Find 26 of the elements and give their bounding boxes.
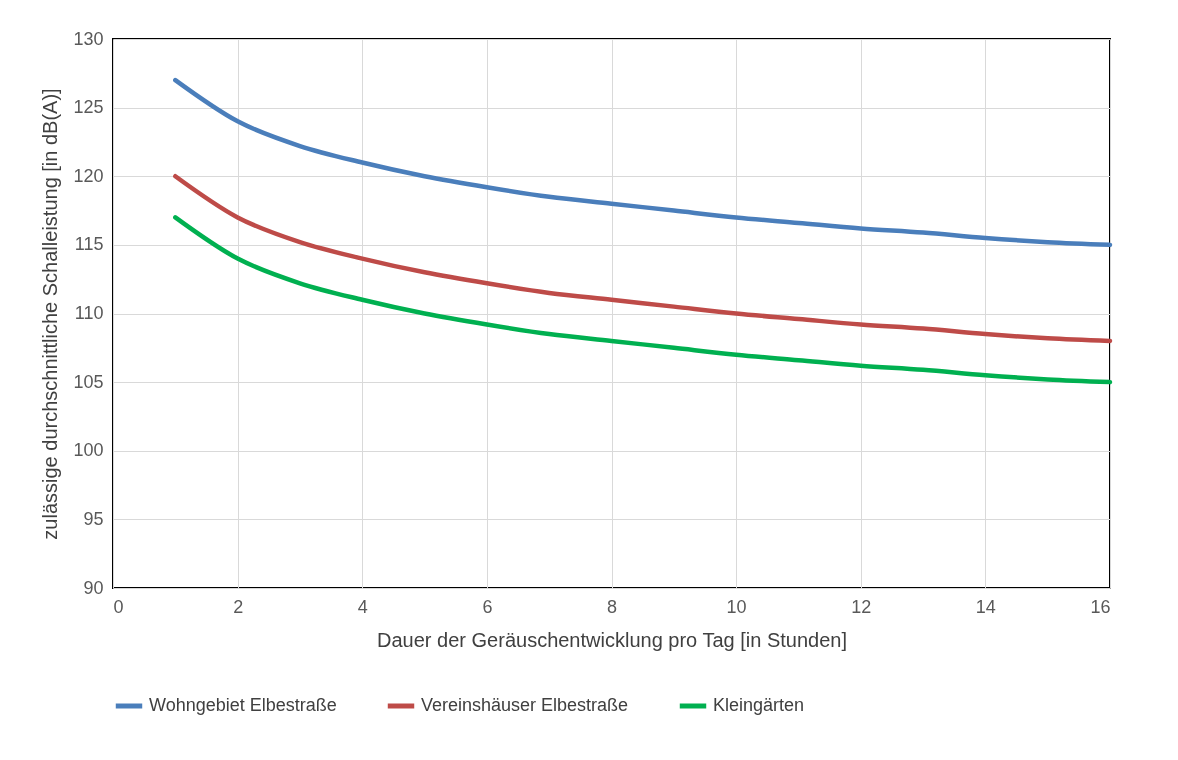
line-series xyxy=(173,174,1113,344)
y-tick-label: 120 xyxy=(73,165,104,186)
x-tick-label: 10 xyxy=(726,596,747,617)
x-tick-label: 8 xyxy=(606,596,618,617)
legend-label: Kleingärten xyxy=(713,695,805,715)
x-tick-label: 14 xyxy=(975,596,996,617)
x-tick-label: 4 xyxy=(357,596,368,617)
x-tick-label: 2 xyxy=(233,596,244,617)
line-series xyxy=(173,77,1113,248)
x-tick-label: 12 xyxy=(851,596,872,617)
y-tick-label: 95 xyxy=(83,508,104,529)
legend-label: Wohngebiet Elbestraße xyxy=(149,695,337,715)
y-tick-label: 110 xyxy=(74,303,104,323)
y-tick-label: 115 xyxy=(74,234,104,255)
x-axis-title: Dauer der Geräuschentwicklung pro Tag [in Stunden] xyxy=(377,628,847,651)
x-tick-label: 6 xyxy=(482,596,493,617)
line-series xyxy=(173,215,1113,385)
y-axis-title: zulässige durchschnittliche Schalleistung [in dB(A)] xyxy=(39,88,62,540)
x-tick-label: 16 xyxy=(1090,596,1111,617)
y-tick-label: 130 xyxy=(73,28,104,49)
x-tick-label: 0 xyxy=(113,596,124,617)
y-tick-label: 100 xyxy=(73,440,104,461)
y-tick-label: 90 xyxy=(83,577,104,598)
y-tick-label: 125 xyxy=(73,97,104,118)
y-tick-label: 105 xyxy=(73,371,104,392)
legend-label: Vereinshäuser Elbestraße xyxy=(421,695,629,715)
